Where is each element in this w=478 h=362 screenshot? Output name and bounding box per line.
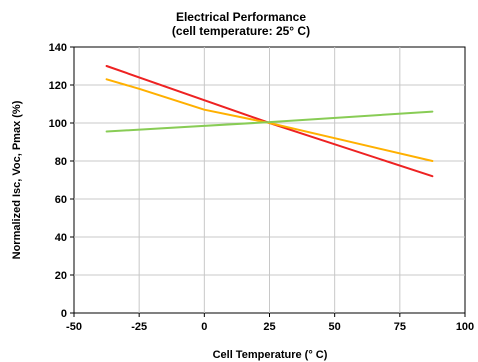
x-tick-label: 75 bbox=[394, 321, 406, 333]
x-tick-label: 0 bbox=[201, 321, 207, 333]
y-axis-label: Normalized Isc, Voc, Pmax (%) bbox=[11, 100, 23, 259]
series-line-3 bbox=[105, 110, 434, 133]
y-tick-label: 40 bbox=[55, 232, 67, 244]
y-tick-label: 0 bbox=[61, 308, 67, 320]
x-tick-label: -50 bbox=[66, 321, 82, 333]
y-tick-label: 120 bbox=[49, 80, 67, 92]
x-axis-label: Cell Temperature (° C) bbox=[213, 349, 328, 361]
x-tick-label: -25 bbox=[131, 321, 147, 333]
y-tick-label: 20 bbox=[55, 270, 67, 282]
y-tick-label: 100 bbox=[49, 118, 67, 130]
x-tick-label: 50 bbox=[329, 321, 341, 333]
chart-title: Electrical Performance bbox=[176, 10, 306, 24]
series-line-2 bbox=[105, 78, 434, 162]
ticks: -50 -25 0 25 50 75 100 0 20 40 60 80 100 120 140 bbox=[49, 42, 475, 333]
y-tick-label: 80 bbox=[55, 156, 67, 168]
series-group bbox=[105, 65, 434, 178]
y-tick-label: 60 bbox=[55, 194, 67, 206]
chart-subtitle: (cell temperature: 25° C) bbox=[172, 24, 310, 38]
x-tick-label: 100 bbox=[456, 321, 474, 333]
x-tick-label: 25 bbox=[263, 321, 275, 333]
y-tick-label: 140 bbox=[49, 42, 67, 54]
